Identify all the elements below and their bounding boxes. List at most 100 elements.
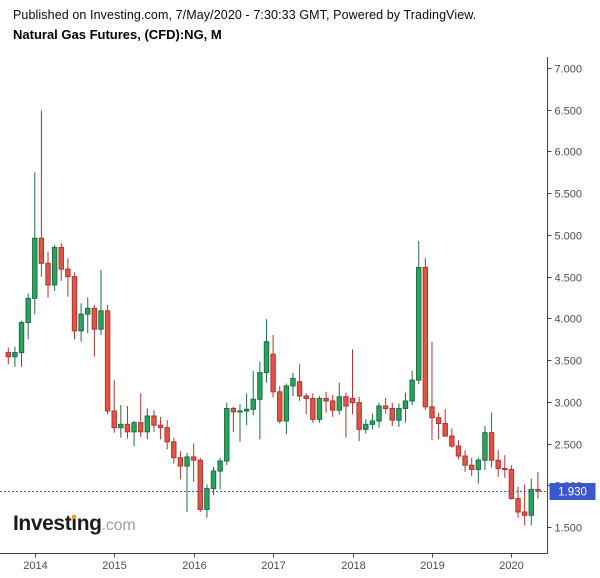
- candle-2016-03: [204, 484, 210, 518]
- candle-2015-12: [184, 452, 190, 512]
- candle-2020-02: [515, 486, 521, 518]
- candle-body: [442, 422, 448, 437]
- candle-2015-07: [151, 410, 157, 432]
- candle-body: [257, 372, 263, 400]
- candle-body: [237, 410, 243, 413]
- candle-body: [469, 464, 475, 470]
- candle-2017-03: [283, 383, 290, 435]
- candle-body: [104, 310, 111, 412]
- candle-2016-10: [250, 370, 256, 416]
- candle-body: [243, 408, 250, 412]
- last-price-marker: 1.930: [0, 483, 596, 500]
- y-tick-label: 4.500: [555, 272, 583, 284]
- candle-2019-04: [449, 428, 455, 448]
- candle-body: [25, 297, 31, 324]
- candle-2019-09: [482, 426, 488, 471]
- candle-body: [138, 422, 144, 433]
- candle-2019-06: [462, 450, 468, 472]
- axes: [0, 57, 548, 554]
- candle-body: [515, 498, 521, 513]
- candle-body: [5, 352, 11, 358]
- candle-2019-11: [495, 450, 501, 477]
- candle-2015-01: [111, 380, 117, 433]
- candle-body: [409, 379, 415, 402]
- candle-2015-03: [124, 405, 131, 439]
- candle-body: [422, 266, 429, 408]
- candle-2018-01: [349, 349, 356, 415]
- candle-2018-07: [389, 402, 395, 427]
- candle-2018-09: [402, 392, 409, 423]
- candle-body: [71, 276, 78, 332]
- candle-2018-03: [363, 419, 369, 434]
- candle-2013-11: [18, 320, 25, 367]
- candle-2017-10: [329, 395, 336, 417]
- candle-body: [508, 468, 515, 500]
- candle-body: [190, 456, 197, 461]
- candle-2018-08: [396, 403, 402, 427]
- candle-body: [323, 397, 329, 402]
- candle-body: [382, 405, 389, 409]
- candle-2016-01: [190, 443, 197, 482]
- candle-2018-02: [356, 396, 362, 442]
- candle-body: [349, 397, 356, 404]
- candle-body: [171, 441, 177, 459]
- candle-2020-05: [535, 471, 541, 499]
- candle-body: [296, 381, 303, 397]
- candle-body: [250, 398, 256, 410]
- investing-logo-text: Investı ng: [13, 512, 102, 535]
- candle-body: [157, 424, 164, 429]
- candle-body: [495, 459, 501, 470]
- x-tick-label: 2017: [261, 560, 285, 572]
- candle-2014-06: [65, 258, 71, 297]
- x-tick-label: 2020: [499, 560, 523, 572]
- candles: [5, 110, 541, 526]
- candle-body: [363, 423, 369, 430]
- candle-2016-07: [230, 406, 237, 432]
- candle-2019-10: [488, 412, 495, 468]
- candle-2016-12: [263, 319, 270, 383]
- candle-2019-03: [442, 409, 448, 437]
- candle-2018-06: [382, 397, 389, 414]
- candle-body: [376, 405, 382, 422]
- candle-2014-02: [38, 110, 45, 277]
- candle-body: [429, 406, 435, 419]
- y-tick-label: 7.000: [555, 63, 583, 75]
- candle-2020-01: [508, 465, 515, 500]
- candle-body: [210, 470, 217, 490]
- candle-body: [488, 432, 495, 461]
- candle-2018-12: [422, 258, 429, 411]
- candle-body: [396, 407, 402, 421]
- candle-2015-11: [177, 451, 184, 480]
- candle-2015-09: [164, 420, 170, 450]
- candle-body: [389, 407, 395, 421]
- candle-body: [51, 246, 58, 286]
- candle-body: [65, 268, 71, 278]
- candle-body: [217, 460, 223, 472]
- candle-2018-10: [409, 370, 415, 406]
- candle-2018-05: [376, 402, 382, 428]
- candle-2014-03: [45, 251, 51, 298]
- candle-body: [131, 422, 137, 433]
- y-axis-ticks: 7.000 6.500 6.000 5.500 5.000 4.500 4.000 3.500…: [547, 63, 583, 534]
- candle-body: [177, 457, 184, 467]
- candle-body: [184, 456, 190, 467]
- logo-orange-dot-i: ı: [71, 512, 77, 535]
- candle-body: [12, 352, 18, 358]
- candle-2020-04: [528, 478, 534, 526]
- candle-2013-12: [25, 293, 31, 340]
- candle-body: [270, 353, 276, 393]
- candle-body: [369, 420, 376, 425]
- candle-2017-12: [343, 392, 349, 438]
- candle-body: [98, 310, 104, 330]
- candle-body: [303, 395, 309, 399]
- y-tick-label: 6.000: [555, 146, 583, 158]
- candle-2018-11: [416, 240, 422, 385]
- candle-2017-06: [303, 393, 309, 415]
- candle-2016-04: [210, 466, 217, 496]
- candle-body: [336, 396, 343, 411]
- investing-logo-suffix: .com: [101, 517, 136, 534]
- candle-2015-05: [138, 393, 144, 437]
- y-tick-label: 1.500: [555, 522, 583, 534]
- y-tick-label: 4.000: [555, 313, 583, 325]
